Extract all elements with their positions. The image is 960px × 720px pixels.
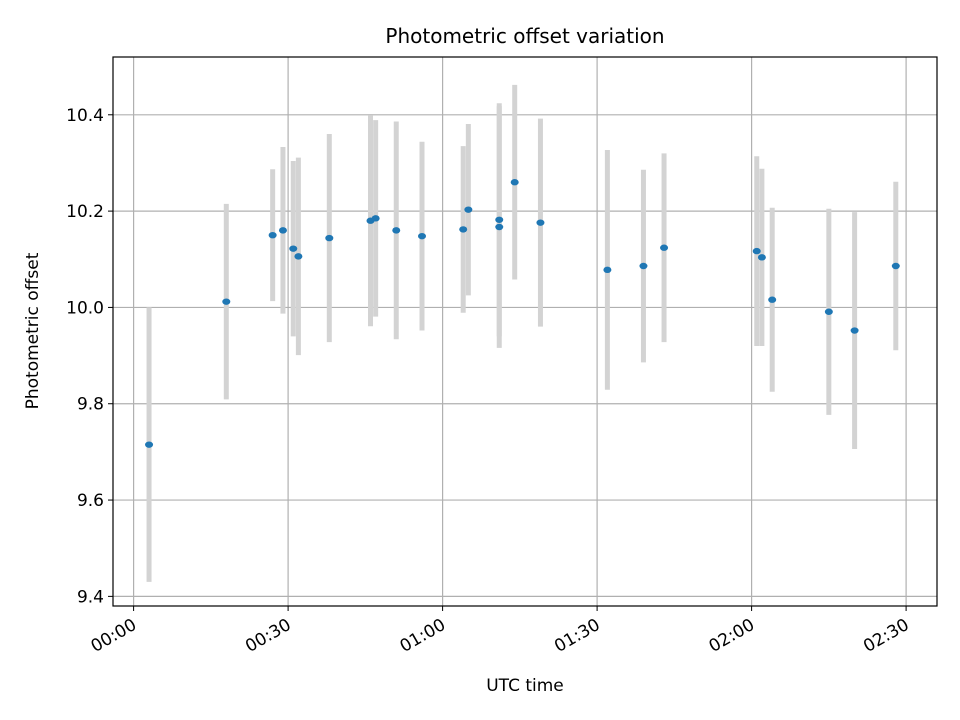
x-tick-label: 02:00: [706, 615, 758, 657]
x-tick-label: 00:00: [88, 615, 140, 657]
data-point: [222, 298, 231, 305]
data-point: [768, 296, 777, 303]
data-point: [371, 215, 380, 222]
y-tick-label: 10.4: [66, 106, 104, 126]
data-point: [639, 262, 648, 270]
y-axis-title: Photometric offset: [23, 252, 43, 409]
data-point: [459, 226, 468, 233]
point-layer: [145, 179, 900, 448]
y-tick-label: 9.8: [77, 395, 104, 415]
x-tick-label: 02:30: [860, 615, 912, 657]
data-point: [510, 179, 519, 186]
data-point: [325, 234, 334, 242]
data-point: [891, 262, 900, 270]
data-point: [757, 254, 766, 261]
data-point: [660, 244, 669, 251]
plot-frame: [112, 56, 938, 607]
data-point: [752, 247, 761, 255]
x-tick-label: 01:30: [551, 615, 603, 657]
y-tick-label: 10.2: [66, 202, 104, 222]
data-point: [495, 216, 504, 223]
data-point: [289, 245, 298, 252]
tick-layer: 00:00 00:30 01:00 01:30 02:00 02:30 9.4 9.6 9.8 1…: [66, 106, 912, 657]
y-tick-label: 9.6: [77, 491, 104, 511]
data-point: [536, 219, 545, 226]
data-point: [278, 227, 287, 234]
data-point: [464, 206, 473, 213]
grid-layer: [113, 57, 937, 606]
data-point: [603, 266, 612, 274]
data-point: [824, 308, 833, 315]
data-point: [850, 327, 859, 334]
chart-title: Photometric offset variation: [385, 24, 664, 48]
data-point: [294, 253, 303, 260]
errorbar-layer: [146, 84, 899, 582]
x-tick-label: 01:00: [397, 615, 449, 657]
data-point: [145, 441, 154, 448]
y-tick-label: 9.4: [77, 587, 104, 607]
data-point: [268, 231, 277, 239]
x-tick-label: 00:30: [242, 615, 294, 657]
data-point: [495, 223, 504, 231]
y-tick-label: 10.0: [66, 298, 104, 318]
x-axis-title: UTC time: [486, 676, 564, 696]
data-point: [392, 227, 401, 234]
data-point: [418, 232, 426, 240]
